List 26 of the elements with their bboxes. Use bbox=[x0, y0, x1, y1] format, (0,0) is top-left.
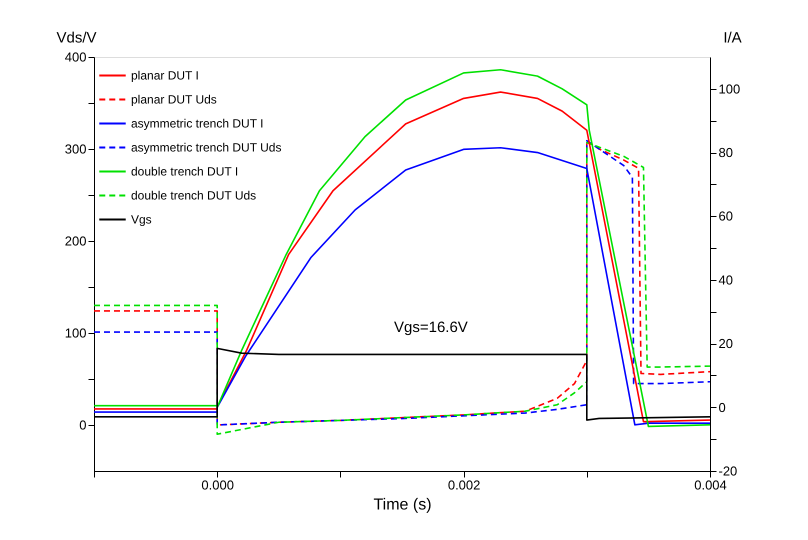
y2-tick-label: 80 bbox=[718, 145, 733, 160]
y-tick-label: 200 bbox=[64, 234, 86, 248]
y2-axis-title: I/A bbox=[723, 30, 742, 46]
y-axis-title: Vds/V bbox=[56, 30, 97, 46]
x-tick-label: 0.004 bbox=[694, 478, 727, 492]
legend-label: asymmetric trench DUT Uds bbox=[131, 140, 282, 154]
y2-tick-label: 60 bbox=[718, 208, 733, 224]
x-tick-label: 0.002 bbox=[448, 478, 480, 492]
legend-label: planar DUT Uds bbox=[131, 92, 217, 106]
y-tick-label: 0 bbox=[79, 418, 86, 432]
legend-label: planar DUT I bbox=[131, 68, 199, 82]
x-axis-title: Time (s) bbox=[373, 496, 432, 514]
annotation: Vgs=16.6V bbox=[394, 319, 468, 336]
y-tick-label: 400 bbox=[64, 50, 86, 64]
legend-label: asymmetric trench DUT I bbox=[131, 116, 264, 130]
y-tick-label: 100 bbox=[64, 326, 86, 340]
legend-label: Vgs bbox=[131, 212, 152, 226]
legend-label: double trench DUT I bbox=[131, 164, 238, 178]
y2-tick-label: 0 bbox=[718, 400, 726, 415]
y2-tick-label: 100 bbox=[718, 81, 740, 96]
y-tick-label: 300 bbox=[64, 142, 86, 156]
y2-tick-label: 40 bbox=[718, 272, 733, 288]
y2-tick-label: 20 bbox=[718, 336, 733, 352]
legend-label: double trench DUT Uds bbox=[131, 188, 256, 202]
y2-tick-label: -20 bbox=[718, 464, 738, 478]
x-tick-label: 0.000 bbox=[201, 478, 234, 492]
